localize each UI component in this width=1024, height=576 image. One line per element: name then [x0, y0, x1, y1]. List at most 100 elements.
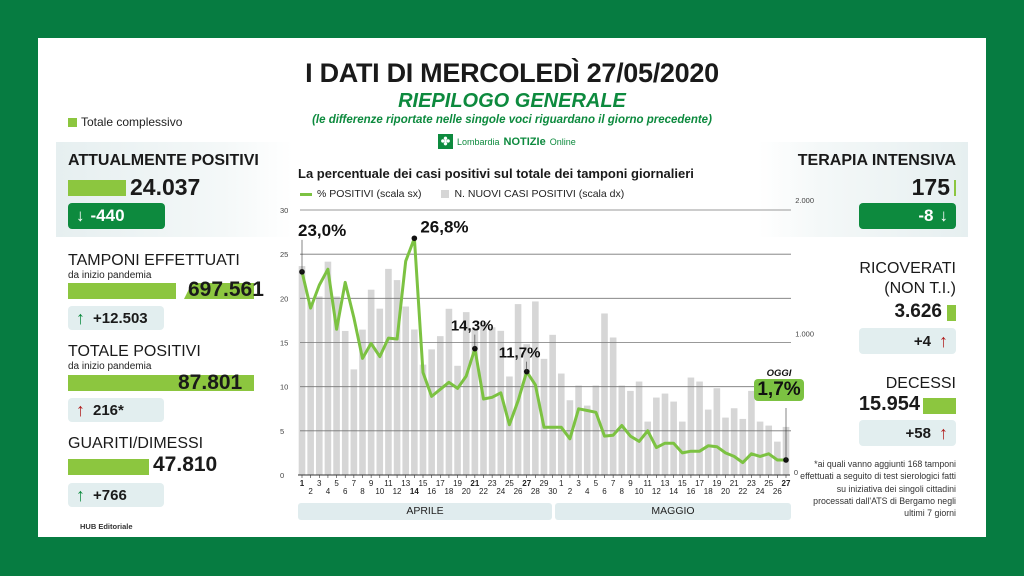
x-tick: 23	[747, 479, 756, 488]
x-tick: 6	[343, 487, 348, 496]
bar	[367, 289, 375, 475]
bar	[454, 365, 461, 475]
differences-note: (le differenze riportate nelle singole v…	[312, 114, 712, 126]
x-tick: 25	[505, 479, 514, 488]
x-tick: 29	[540, 479, 549, 488]
totale-positivi-value: 87.801	[178, 371, 243, 394]
x-tick: 5	[594, 479, 599, 488]
x-tick: 11	[644, 479, 653, 488]
x-tick: 22	[479, 487, 488, 496]
bar	[445, 308, 453, 475]
bar	[497, 330, 505, 475]
x-tick: 2	[568, 487, 573, 496]
x-tick: 26	[514, 487, 523, 496]
x-tick: 4	[585, 487, 590, 496]
credit-hub-editoriale: HUB Editoriale	[80, 522, 133, 531]
bar	[298, 266, 306, 475]
bar	[333, 296, 340, 475]
bar	[350, 369, 358, 475]
bar	[540, 358, 548, 475]
x-tick: 13	[661, 479, 670, 488]
infographic-panel: I DATI DI MERCOLEDÌ 27/05/2020 RIEPILOGO…	[38, 38, 986, 537]
bar	[748, 390, 755, 475]
annotation-label: 14,3%	[451, 318, 494, 335]
bar	[687, 377, 695, 475]
bar	[583, 405, 591, 475]
ricoverati-label-1: RICOVERATI	[859, 260, 956, 277]
combo-chart: 05101520253001.0002.00012345678910111213…	[280, 198, 814, 496]
x-tick: 12	[393, 487, 402, 496]
x-tick: 17	[695, 479, 704, 488]
tamponi-value: 697.561	[188, 278, 264, 301]
y-tick-right: 0	[794, 468, 798, 477]
chart-title: La percentuale dei casi positivi sul tot…	[298, 166, 694, 181]
lombardia-flower-icon: ✤	[438, 134, 453, 149]
tamponi-bar-left	[68, 283, 176, 299]
decessi-bar	[923, 398, 956, 414]
bar	[696, 381, 703, 475]
y-tick-left: 30	[280, 206, 288, 215]
x-tick: 14	[669, 487, 678, 496]
x-tick: 3	[317, 479, 322, 488]
month-aprile: APRILE	[298, 503, 552, 520]
bar	[315, 296, 323, 475]
x-tick: 13	[401, 479, 410, 488]
arrow-up-green-icon: ↑	[76, 484, 85, 505]
decessi-delta: +58 ↑	[859, 420, 956, 446]
x-tick: 19	[712, 479, 721, 488]
x-tick: 18	[704, 487, 713, 496]
x-tick: 16	[686, 487, 695, 496]
bar	[488, 327, 496, 475]
x-tick: 21	[470, 479, 479, 488]
x-tick: 27	[782, 479, 791, 488]
decessi-label: DECESSI	[885, 375, 956, 392]
guariti-label: GUARITI/DIMESSI	[68, 435, 204, 452]
bar	[730, 408, 738, 475]
x-tick: 9	[369, 479, 374, 488]
bar	[549, 334, 556, 475]
bar	[376, 308, 384, 475]
terapia-intensiva-bar	[954, 180, 956, 196]
y-tick-left: 5	[280, 427, 284, 436]
annotation-label: 11,7%	[499, 345, 541, 362]
bar	[678, 421, 686, 475]
green-line-icon	[300, 192, 312, 196]
totale-positivi-sublabel: da inizio pandemia	[68, 361, 152, 372]
x-tick: 23	[488, 479, 497, 488]
x-tick: 26	[773, 487, 782, 496]
x-tick: 11	[384, 479, 393, 488]
x-tick: 14	[410, 487, 419, 496]
x-tick: 22	[738, 487, 747, 496]
oggi-callout: OGGI 1,7%	[754, 368, 804, 401]
x-tick: 2	[308, 487, 313, 496]
ricoverati-label-2: (NON T.I.)	[884, 280, 956, 297]
bar	[324, 261, 332, 475]
footnote: *ai quali vanno aggiunti 168 tamponi eff…	[800, 459, 956, 519]
bar	[713, 388, 721, 475]
ricoverati-delta: +4 ↑	[859, 328, 956, 354]
bar	[419, 364, 427, 475]
x-tick: 10	[635, 487, 644, 496]
bar	[402, 306, 410, 475]
x-tick: 1	[559, 479, 564, 488]
terapia-intensiva-value: 175	[911, 174, 950, 200]
bar	[523, 344, 531, 475]
bar	[722, 417, 729, 475]
bar	[653, 397, 660, 475]
x-tick: 8	[620, 487, 625, 496]
annotation-dot	[472, 345, 478, 352]
bar	[627, 390, 634, 475]
bar	[704, 409, 712, 475]
x-tick: 20	[462, 487, 471, 496]
bar	[670, 401, 677, 475]
oggi-label: OGGI	[766, 368, 792, 379]
brand-suffix: Online	[549, 136, 576, 147]
x-tick: 24	[496, 487, 505, 496]
bar	[462, 312, 470, 475]
decessi-value: 15.954	[858, 393, 920, 415]
arrow-up-green-icon: ↑	[76, 307, 85, 328]
bar	[756, 421, 764, 475]
bar	[307, 302, 314, 475]
attualmente-positivi-bar	[68, 180, 126, 196]
brand-logo: ✤ Lombardia NOTIZIe Online	[438, 134, 576, 149]
